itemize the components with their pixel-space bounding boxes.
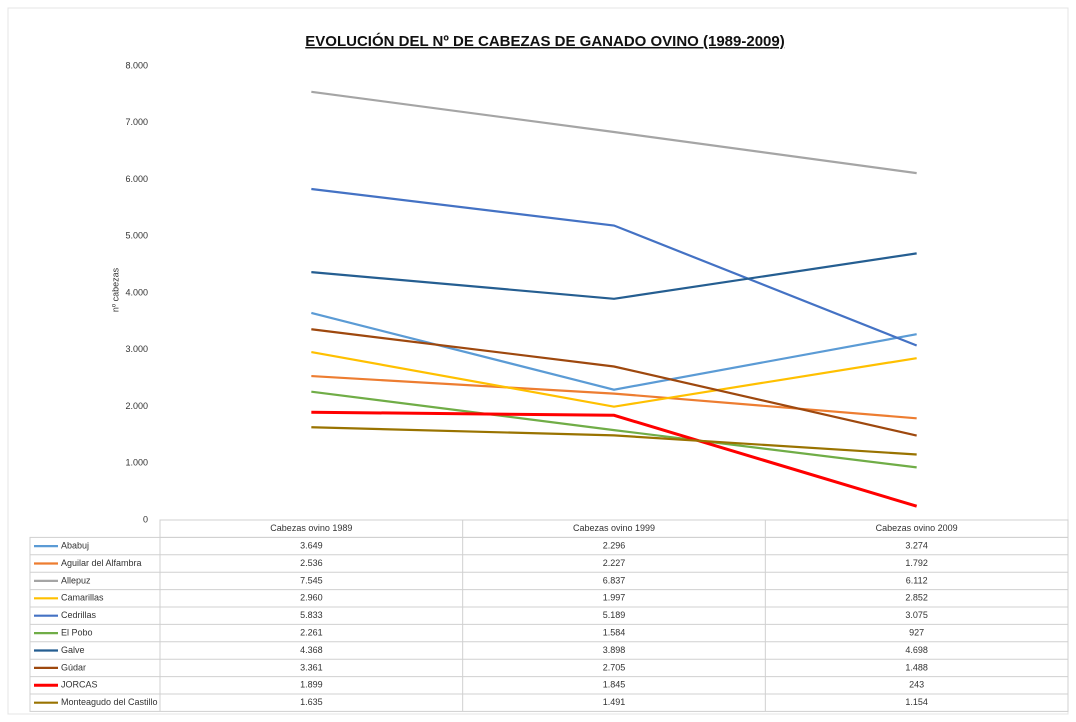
table-cell: 2.705 — [603, 662, 626, 672]
series-line — [311, 90, 917, 175]
table-cell: 2.852 — [905, 593, 928, 603]
table-cell: 2.536 — [300, 558, 323, 568]
table-cell: 7.545 — [300, 575, 323, 585]
y-tick-label: 2.000 — [125, 401, 148, 411]
y-axis-label: nº cabezas — [110, 267, 120, 312]
frame — [7, 7, 1069, 715]
chart-title: EVOLUCIÓN DEL Nº DE CABEZAS DE GANADO OV… — [305, 32, 784, 50]
table-cell: 1.845 — [603, 680, 626, 690]
table-cell: 3.361 — [300, 662, 323, 672]
y-tick-label: 6.000 — [125, 174, 148, 184]
table-cell: 2.227 — [603, 558, 626, 568]
y-tick-label: 0 — [143, 514, 148, 524]
y-tick-label: 7.000 — [125, 117, 148, 127]
table-cell: 2.261 — [300, 627, 323, 637]
series-line — [311, 410, 918, 508]
legend-label: Monteagudo del Castillo — [61, 697, 158, 707]
table-cell: 6.837 — [603, 575, 626, 585]
legend-label: Gúdar — [61, 662, 86, 672]
legend-label: El Pobo — [61, 627, 93, 637]
series-line — [311, 252, 917, 300]
legend-label: JORCAS — [61, 680, 98, 690]
series-line — [311, 390, 917, 469]
series-line — [311, 426, 917, 456]
table-cell: 927 — [909, 627, 924, 637]
table-cell: 1.997 — [603, 593, 626, 603]
table-cell: 1.584 — [603, 627, 626, 637]
table-cell: 5.189 — [603, 610, 626, 620]
series-line — [311, 311, 917, 391]
y-tick-label: 1.000 — [125, 458, 148, 468]
series-line — [311, 374, 917, 420]
table-cell: 243 — [909, 680, 924, 690]
y-tick-label: 3.000 — [125, 344, 148, 354]
table-cell: 4.698 — [905, 645, 928, 655]
legend-label: Cedrillas — [61, 610, 97, 620]
table-cell: 3.649 — [300, 540, 323, 550]
table-cell: 4.368 — [300, 645, 323, 655]
legend-label: Allepuz — [61, 575, 91, 585]
table-cell: 1.792 — [905, 558, 928, 568]
table-header: Cabezas ovino 1989 — [270, 523, 352, 533]
y-tick-label: 4.000 — [125, 287, 148, 297]
legend-label: Ababuj — [61, 540, 89, 550]
legend-label: Galve — [61, 645, 85, 655]
y-tick-label: 8.000 — [125, 60, 148, 70]
table-cell: 3.898 — [603, 645, 626, 655]
table-header: Cabezas ovino 2009 — [876, 523, 958, 533]
table-cell: 1.899 — [300, 680, 323, 690]
series-line — [311, 350, 917, 408]
table-cell: 2.296 — [603, 540, 626, 550]
table-cell: 2.960 — [300, 593, 323, 603]
legend-label: Aguilar del Alfambra — [61, 558, 142, 568]
table-cell: 1.635 — [300, 697, 323, 707]
table-header: Cabezas ovino 1999 — [573, 523, 655, 533]
series-line — [311, 187, 918, 347]
table-cell: 1.154 — [905, 697, 928, 707]
table-cell: 1.488 — [905, 662, 928, 672]
legend-label: Camarillas — [61, 593, 104, 603]
table-cell: 1.491 — [603, 697, 626, 707]
table-cell: 5.833 — [300, 610, 323, 620]
table-cell: 3.274 — [905, 540, 928, 550]
table-cell: 3.075 — [905, 610, 928, 620]
series-line — [311, 328, 917, 437]
table-cell: 6.112 — [906, 575, 928, 585]
y-tick-label: 5.000 — [125, 231, 148, 241]
